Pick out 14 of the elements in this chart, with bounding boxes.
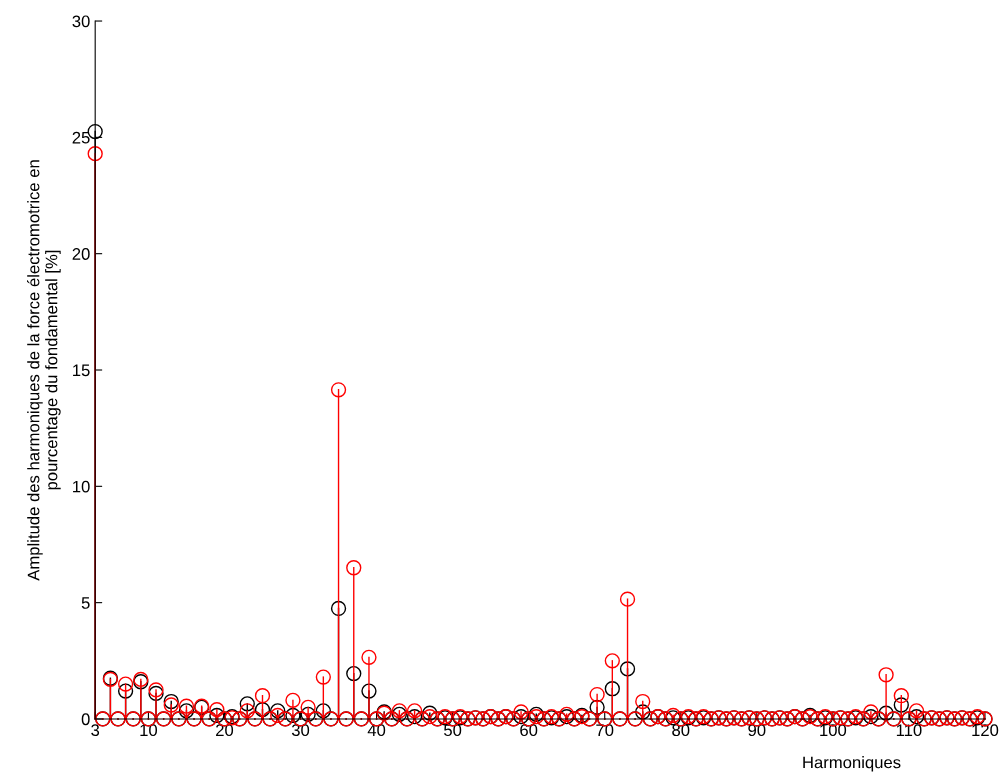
y-tick-label: 15 (73, 364, 90, 377)
y-tick-label: 10 (73, 480, 90, 493)
y-tick-label: 25 (72, 131, 90, 144)
x-tick-label: 110 (896, 724, 922, 737)
x-tick-label: 60 (520, 724, 538, 737)
x-tick-label: 10 (140, 724, 158, 737)
x-axis-title: Harmoniques (803, 756, 901, 772)
y-tick-label: 30 (72, 15, 90, 28)
y-tick-label: 5 (81, 597, 90, 609)
x-tick-label: 3 (91, 724, 100, 737)
x-tick-label: 120 (972, 724, 999, 737)
y-tick-label: 20 (72, 248, 90, 260)
y-axis-title: Amplitude des harmoniques de la force électromotrice en pourcentage du fondamental [%] (27, 160, 61, 581)
y-tick-label: 0 (81, 713, 90, 726)
